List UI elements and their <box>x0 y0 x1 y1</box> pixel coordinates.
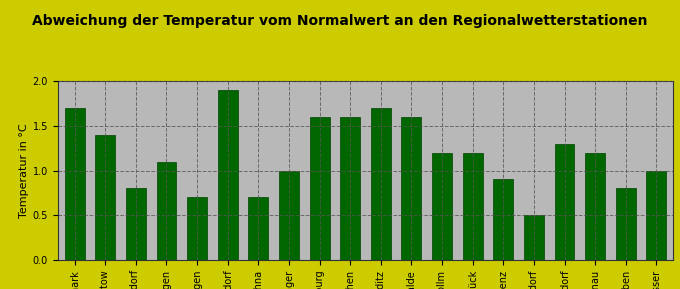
Bar <box>309 117 330 260</box>
Text: Abweichung der Temperatur vom Normalwert an den Regionalwetterstationen: Abweichung der Temperatur vom Normalwert… <box>32 14 648 28</box>
Bar <box>126 188 146 260</box>
Bar <box>187 197 207 260</box>
Bar <box>279 171 299 260</box>
Bar <box>555 144 575 260</box>
Bar <box>371 108 391 260</box>
Bar <box>65 108 84 260</box>
Bar <box>432 153 452 260</box>
Bar <box>462 153 483 260</box>
Bar <box>340 117 360 260</box>
Bar <box>248 197 269 260</box>
Bar <box>647 171 666 260</box>
Bar <box>585 153 605 260</box>
Bar <box>156 162 176 260</box>
Bar <box>616 188 636 260</box>
Bar <box>401 117 422 260</box>
Bar <box>524 215 544 260</box>
Y-axis label: Temperatur in °C: Temperatur in °C <box>18 123 29 218</box>
Bar <box>493 179 513 260</box>
Bar <box>95 135 115 260</box>
Bar <box>218 90 238 260</box>
